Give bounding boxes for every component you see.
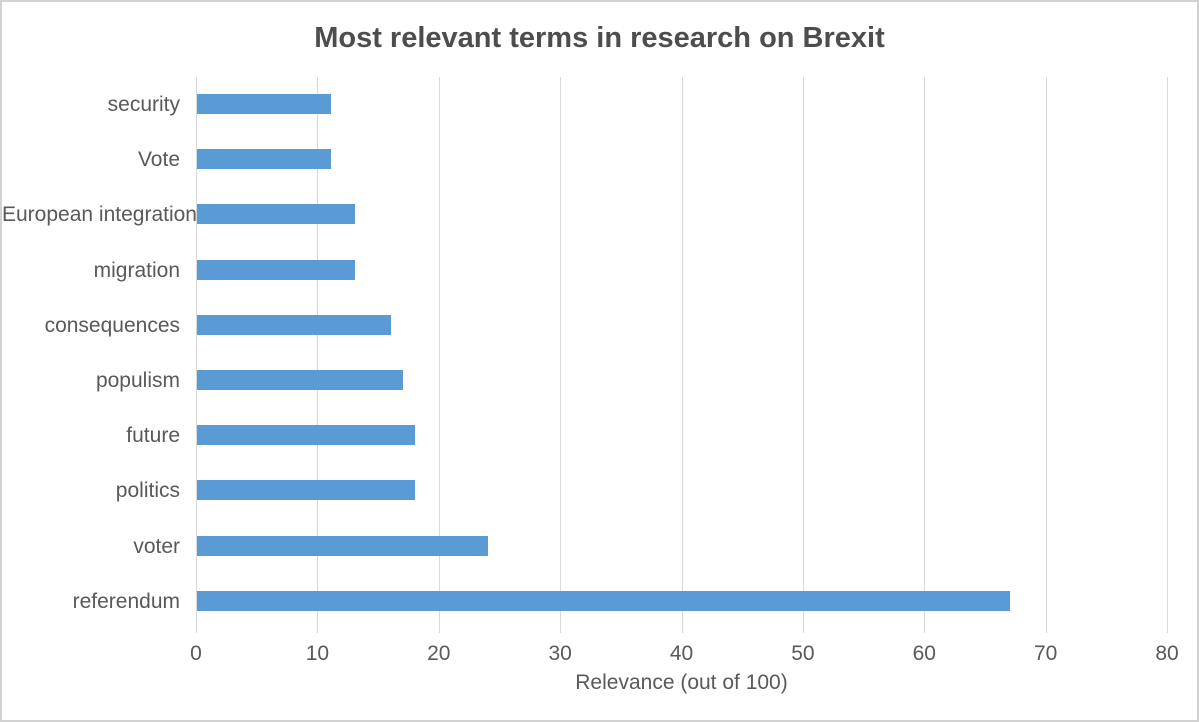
bar-voter <box>197 535 489 556</box>
bar-migration <box>197 259 355 280</box>
bar-populism <box>197 370 404 390</box>
gridline-20 <box>438 77 440 633</box>
x-tick-0: 0 <box>190 642 202 665</box>
x-tick-10: 10 <box>305 642 330 665</box>
category-label-referendum: referendum <box>72 589 180 613</box>
gridline-70 <box>1045 77 1047 633</box>
bar-row-migration <box>196 243 1167 298</box>
gridline-50 <box>802 77 804 633</box>
bar-row-consequences <box>196 298 1167 353</box>
bar-row-security <box>196 77 1167 132</box>
bar-row-voter <box>196 519 1167 574</box>
bar-european-integration <box>197 204 355 225</box>
gridline-30 <box>560 77 562 633</box>
gridline-10 <box>317 77 319 633</box>
bar-row-european-integration <box>196 187 1167 242</box>
category-label-migration: migration <box>93 258 180 282</box>
bar-vote <box>197 149 331 170</box>
category-label-vote: Vote <box>137 148 180 172</box>
x-tick-20: 20 <box>427 642 451 665</box>
gridline-0 <box>196 77 197 633</box>
bar-row-populism <box>196 353 1167 408</box>
category-label-politics: politics <box>115 479 180 503</box>
bar-politics <box>197 480 416 501</box>
x-tick-70: 70 <box>1033 642 1058 665</box>
x-tick-60: 60 <box>912 642 936 665</box>
category-label-populism: populism <box>95 369 180 392</box>
category-label-security: security <box>107 93 180 116</box>
x-tick-50: 50 <box>791 642 815 665</box>
bar-security <box>197 94 331 114</box>
gridline-80 <box>1167 77 1168 633</box>
category-label-voter: voter <box>133 534 180 558</box>
category-label-future: future <box>126 424 180 448</box>
x-tick-30: 30 <box>548 642 572 665</box>
gridline-60 <box>924 77 926 633</box>
x-axis-title: Relevance (out of 100) <box>575 671 788 694</box>
x-tick-80: 80 <box>1155 642 1179 665</box>
bar-referendum <box>197 590 1011 611</box>
bar-row-politics <box>196 463 1167 518</box>
category-label-european-integration: European integration <box>2 203 197 227</box>
bar-future <box>197 425 416 446</box>
x-tick-40: 40 <box>669 642 694 665</box>
chart-title: Most relevant terms in research on Brexi… <box>314 22 885 54</box>
bar-consequences <box>197 314 392 335</box>
bar-row-referendum <box>196 574 1167 629</box>
bar-row-vote <box>196 132 1167 187</box>
bar-row-future <box>196 408 1167 463</box>
plot-area <box>196 77 1168 633</box>
category-label-consequences: consequences <box>44 313 180 337</box>
gridline-40 <box>681 77 683 633</box>
